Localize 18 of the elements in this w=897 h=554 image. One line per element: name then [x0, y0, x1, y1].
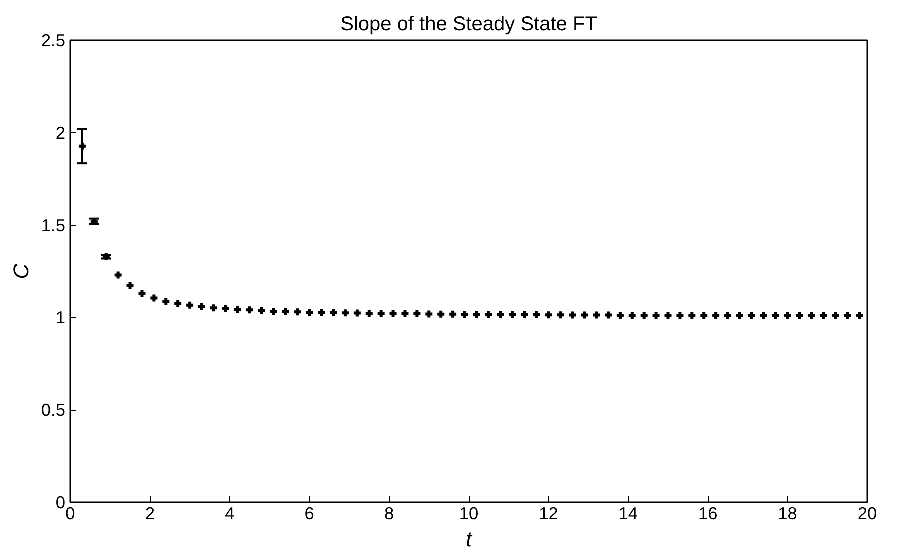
- x-tick-label: 2: [145, 504, 156, 524]
- y-tick-label: 1.5: [41, 215, 66, 236]
- x-tick-label: 18: [778, 504, 798, 524]
- x-tick-label: 6: [304, 504, 314, 524]
- x-tick-label: 10: [459, 504, 479, 524]
- x-axis-title: t: [466, 528, 474, 552]
- x-tick-label: 14: [618, 504, 638, 524]
- y-tick-label: 1: [56, 308, 66, 328]
- y-axis-title: C: [9, 263, 34, 280]
- x-tick-label: 4: [225, 504, 236, 524]
- y-tick-label: 2: [56, 122, 66, 143]
- x-tick-label: 20: [858, 504, 878, 524]
- x-tick-label: 16: [698, 504, 718, 524]
- chart-title: Slope of the Steady State FT: [340, 14, 598, 36]
- y-tick-label: 0.5: [41, 400, 66, 420]
- x-tick-label: 12: [539, 504, 558, 524]
- x-tick-label: 8: [384, 504, 394, 524]
- y-tick-label: 2.5: [41, 30, 66, 50]
